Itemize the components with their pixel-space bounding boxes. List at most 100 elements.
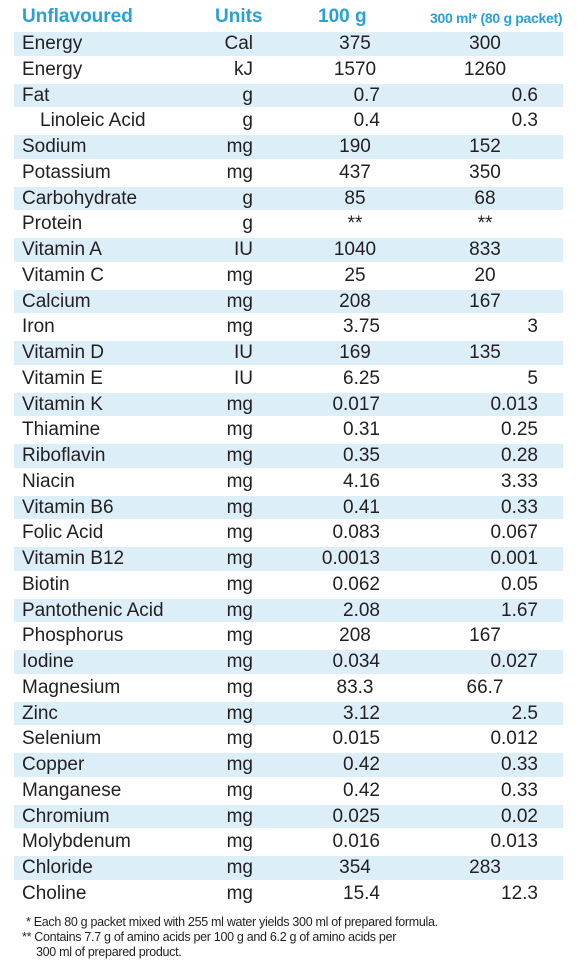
- nutrient-name: Selenium: [22, 728, 102, 750]
- nutrient-name: Vitamin C: [22, 264, 105, 286]
- value-per-100g: 3.75: [343, 316, 380, 338]
- nutrient-unit: mg: [226, 728, 253, 750]
- value-per-300ml: 2.5: [511, 702, 538, 724]
- nutrient-unit: IU: [234, 342, 253, 363]
- value-per-300ml: 0.33: [501, 779, 538, 801]
- nutrient-unit: mg: [226, 831, 253, 853]
- nutrient-name: Choline: [22, 882, 87, 904]
- value-per-100g: 169: [339, 342, 371, 363]
- footnotes: * Each 80 g packet mixed with 255 ml wat…: [0, 915, 577, 960]
- value-per-300ml: 152: [469, 136, 501, 157]
- nutrient-name: Linoleic Acid: [40, 110, 146, 132]
- table-row: Pantothenic Acid mg 2.08 1.67: [0, 598, 577, 624]
- value-per-100g: **: [347, 213, 363, 235]
- nutrient-name: Vitamin B6: [22, 496, 114, 518]
- table-row: Potassium mg 437 350: [0, 160, 577, 186]
- nutrient-name: Copper: [22, 754, 85, 775]
- nutrient-unit: g: [242, 84, 253, 106]
- nutrient-unit: mg: [226, 651, 253, 672]
- table-row: Chromium mg 0.025 0.02: [0, 804, 577, 830]
- value-per-300ml: 0.001: [490, 548, 538, 569]
- value-per-100g: 0.4: [353, 110, 380, 132]
- nutrient-unit: mg: [226, 470, 253, 492]
- table-row: Biotin mg 0.062 0.05: [0, 572, 577, 598]
- nutrient-unit: mg: [226, 754, 253, 775]
- value-per-100g: 3.12: [343, 702, 380, 724]
- nutrient-unit: g: [242, 213, 253, 235]
- value-per-300ml: 0.027: [490, 651, 538, 672]
- value-per-300ml: 167: [469, 290, 501, 312]
- nutrient-unit: mg: [226, 702, 253, 724]
- footnote-protein: ** Contains 7.7 g of amino acids per 100…: [22, 930, 397, 944]
- table-row: Energy Cal 375 300: [0, 31, 577, 57]
- value-per-300ml: 0.012: [490, 728, 538, 750]
- value-per-100g: 1040: [333, 239, 377, 260]
- value-per-300ml: 833: [469, 239, 501, 260]
- nutrient-name: Vitamin B12: [22, 548, 125, 569]
- nutrient-unit: mg: [226, 264, 253, 286]
- nutrient-name: Potassium: [22, 161, 111, 183]
- value-per-300ml: 0.02: [501, 805, 538, 827]
- value-per-100g: 1570: [333, 58, 377, 80]
- header-product-name: Unflavoured: [22, 6, 133, 27]
- value-per-300ml: 12.3: [501, 882, 538, 904]
- value-per-100g: 0.025: [332, 805, 380, 827]
- nutrient-name: Zinc: [22, 702, 58, 724]
- table-header: Unflavoured Units 100 g 300 ml* (80 g pa…: [0, 6, 577, 30]
- value-per-100g: 354: [339, 857, 371, 878]
- nutrient-name: Vitamin E: [22, 367, 103, 389]
- nutrient-unit: IU: [234, 239, 253, 260]
- nutrient-unit: mg: [226, 522, 253, 544]
- value-per-300ml: 0.6: [511, 84, 538, 106]
- value-per-100g: 15.4: [343, 882, 380, 904]
- value-per-300ml: 3.33: [501, 470, 538, 492]
- nutrient-unit: mg: [226, 805, 253, 827]
- table-row: Phosphorus mg 208 167: [0, 623, 577, 649]
- nutrient-unit: mg: [226, 625, 253, 647]
- nutrient-name: Biotin: [22, 573, 70, 595]
- value-per-100g: 0.41: [343, 496, 380, 518]
- value-per-100g: 437: [339, 161, 371, 183]
- value-per-300ml: 0.33: [501, 754, 538, 775]
- footnote-protein-cont: 300 ml of prepared product.: [36, 945, 182, 959]
- nutrient-name: Manganese: [22, 779, 122, 801]
- value-per-300ml: 350: [469, 161, 501, 183]
- value-per-300ml: 0.013: [490, 831, 538, 853]
- nutrient-unit: mg: [226, 496, 253, 518]
- nutrient-name: Fat: [22, 84, 50, 106]
- table-row: Selenium mg 0.015 0.012: [0, 726, 577, 752]
- value-per-100g: 0.42: [343, 754, 380, 775]
- table-row: Vitamin B6 mg 0.41 0.33: [0, 495, 577, 521]
- value-per-100g: 0.017: [332, 393, 380, 415]
- value-per-300ml: 3: [527, 316, 538, 338]
- table-row: Niacin mg 4.16 3.33: [0, 469, 577, 495]
- nutrient-name: Vitamin K: [22, 393, 103, 415]
- value-per-100g: 0.034: [332, 651, 380, 672]
- value-per-100g: 4.16: [343, 470, 380, 492]
- value-per-300ml: 68: [474, 187, 496, 209]
- nutrient-unit: mg: [226, 599, 253, 621]
- value-per-300ml: 0.013: [490, 393, 538, 415]
- table-row: Vitamin A IU 1040 833: [0, 237, 577, 263]
- nutrient-name: Riboflavin: [22, 445, 106, 466]
- nutrient-name: Niacin: [22, 470, 75, 492]
- table-row: Manganese mg 0.42 0.33: [0, 778, 577, 804]
- table-row: Choline mg 15.4 12.3: [0, 881, 577, 907]
- nutrient-name: Magnesium: [22, 676, 121, 698]
- value-per-100g: 208: [339, 625, 371, 647]
- table-row: Copper mg 0.42 0.33: [0, 752, 577, 778]
- nutrient-unit: mg: [226, 290, 253, 312]
- header-units: Units: [215, 6, 263, 27]
- nutrient-unit: mg: [226, 393, 253, 415]
- nutrient-name: Iron: [22, 316, 55, 338]
- table-row: Carbohydrate g 85 68: [0, 186, 577, 212]
- nutrient-unit: mg: [226, 882, 253, 904]
- nutrient-unit: Cal: [224, 33, 253, 54]
- value-per-100g: 0.015: [332, 728, 380, 750]
- value-per-100g: 25: [344, 264, 366, 286]
- nutrient-unit: IU: [234, 367, 253, 389]
- value-per-300ml: 0.067: [490, 522, 538, 544]
- table-row: Iodine mg 0.034 0.027: [0, 649, 577, 675]
- nutrient-name: Energy: [22, 58, 83, 80]
- nutrient-name: Iodine: [22, 651, 74, 672]
